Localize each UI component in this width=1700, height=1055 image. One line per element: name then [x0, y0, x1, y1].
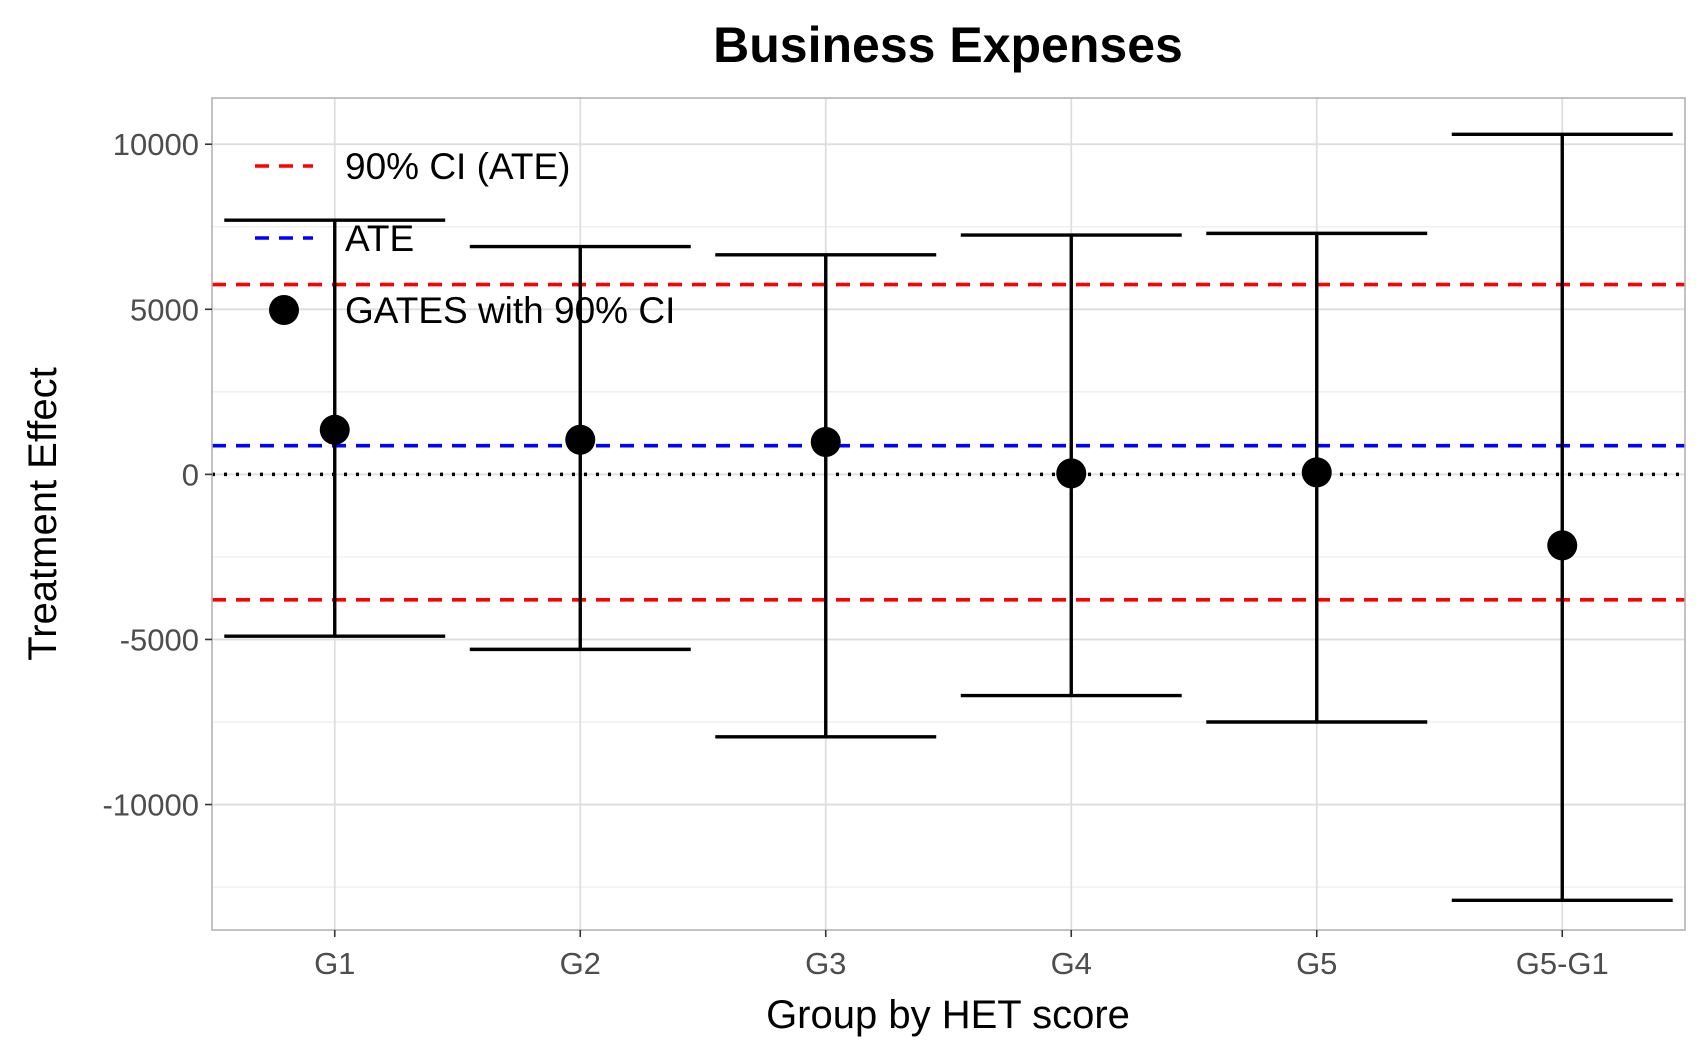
- point-G1: [319, 414, 350, 445]
- legend-label: GATES with 90% CI: [345, 290, 675, 331]
- x-tick-label: G3: [805, 946, 846, 981]
- point-G5: [1301, 457, 1332, 488]
- x-tick-label: G2: [560, 946, 601, 981]
- point-G4: [1056, 458, 1087, 489]
- y-axis-ticks: 10000 5000 0 -5000 -10000: [102, 127, 212, 823]
- data-marks: [224, 132, 1673, 902]
- y-tick-label: 5000: [130, 292, 199, 327]
- x-tick-label: G4: [1051, 946, 1092, 981]
- legend-label: 90% CI (ATE): [345, 146, 570, 187]
- chart-title: Business Expenses: [713, 17, 1183, 73]
- y-tick-label: -5000: [120, 622, 199, 657]
- point-G3: [810, 427, 841, 458]
- x-axis-ticks: G1 G2 G3 G4 G5 G5-G1: [314, 930, 1609, 981]
- reference-lines: [212, 282, 1685, 602]
- plot-panel-border: [211, 97, 1686, 931]
- legend-label: ATE: [345, 218, 414, 259]
- y-tick-label: -10000: [102, 788, 199, 823]
- x-tick-label: G5-G1: [1516, 946, 1609, 981]
- y-tick-label: 10000: [113, 127, 199, 162]
- point-G5-G1: [1547, 530, 1578, 561]
- grid: [212, 98, 1685, 930]
- x-tick-label: G5: [1296, 946, 1337, 981]
- y-tick-label: 0: [182, 457, 199, 492]
- legend-key-point: [269, 295, 299, 325]
- x-tick-label: G1: [314, 946, 355, 981]
- point-G2: [565, 424, 596, 455]
- x-axis-title: Group by HET score: [766, 993, 1130, 1037]
- legend: 90% CI (ATE) ATE GATES with 90% CI: [255, 146, 675, 331]
- y-axis-title: Treatment Effect: [21, 367, 65, 660]
